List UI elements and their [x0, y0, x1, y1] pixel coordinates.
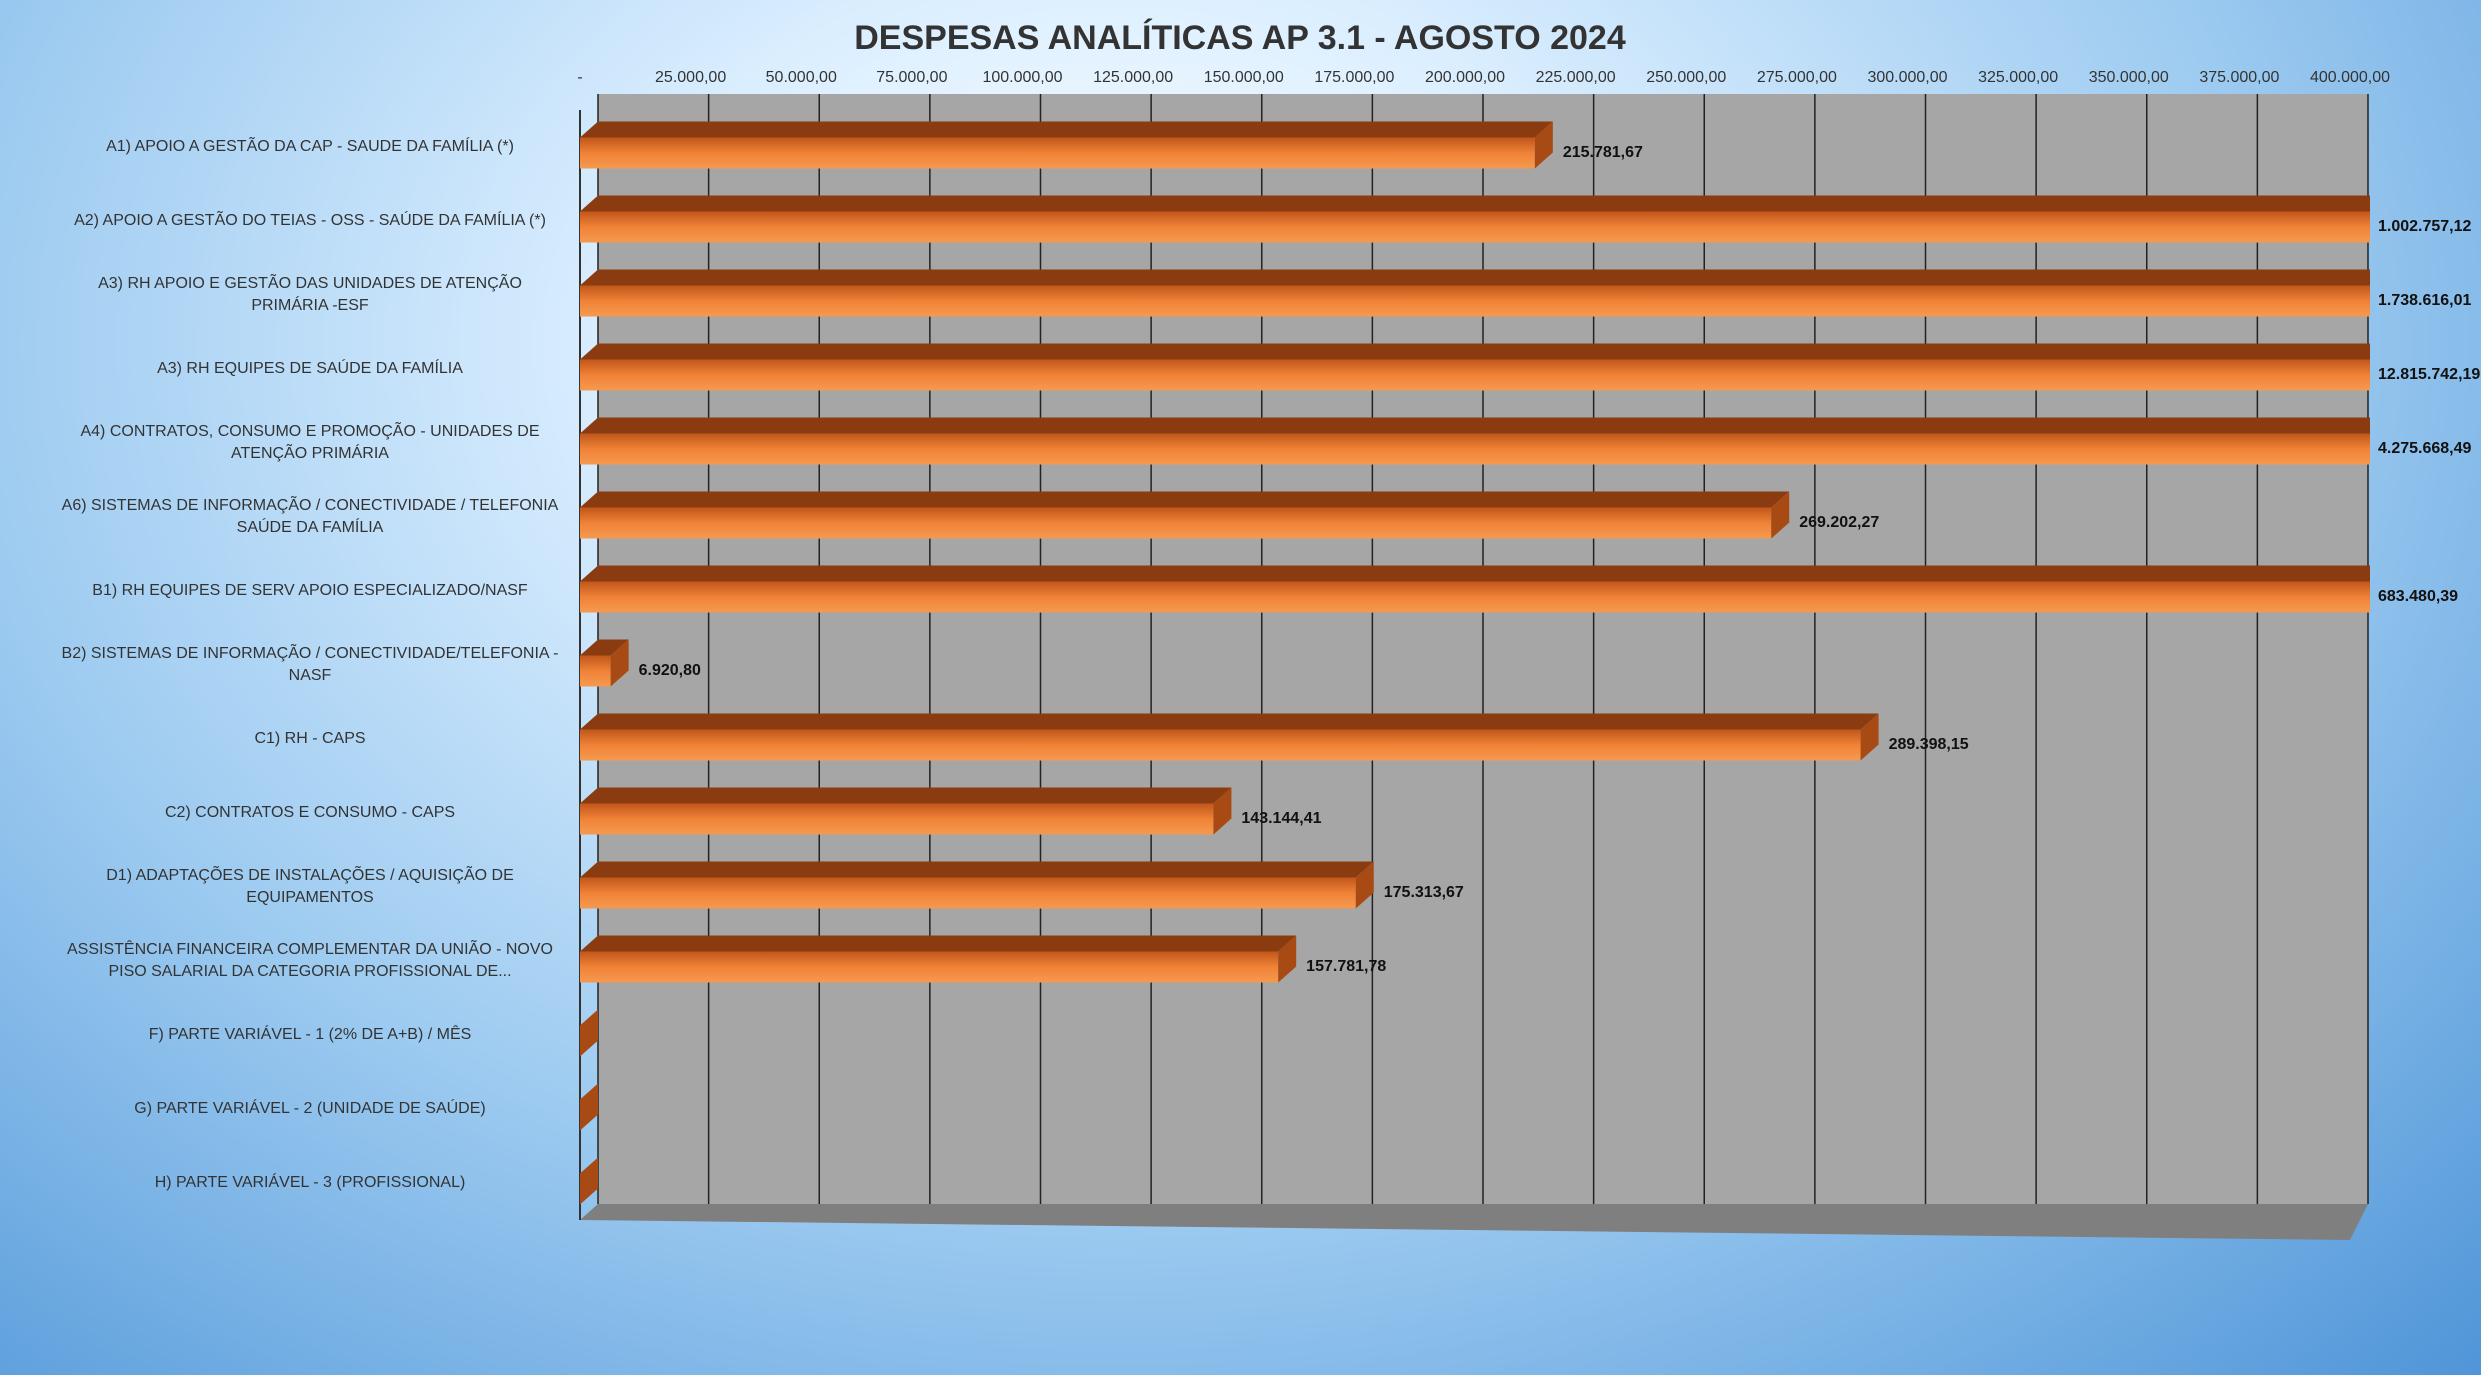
bars [580, 121, 2370, 1205]
x-tick-label: 75.000,00 [876, 69, 947, 86]
bar [580, 655, 611, 687]
y-tick-label: F) PARTE VARIÁVEL - 1 (2% DE A+B) / MÊS [148, 1026, 472, 1043]
bar-top [580, 121, 1553, 138]
y-tick-label: A6) SISTEMAS DE INFORMAÇÃO / CONECTIVIDA… [61, 497, 559, 536]
x-tick-label: 100.000,00 [982, 69, 1062, 86]
y-tick-label: B2) SISTEMAS DE INFORMAÇÃO / CONECTIVIDA… [61, 645, 559, 684]
x-tick-label: 225.000,00 [1536, 69, 1616, 86]
plot-area [579, 94, 2369, 1240]
data-label: 6.920,80 [639, 662, 701, 679]
x-tick-label: 25.000,00 [655, 69, 726, 86]
x-tick-label: 400.000,00 [2310, 69, 2390, 86]
x-tick-label: 150.000,00 [1204, 69, 1284, 86]
bar-end [1213, 787, 1232, 835]
y-tick-label: G) PARTE VARIÁVEL - 2 (UNIDADE DE SAÚDE) [134, 1100, 486, 1117]
bar-top [580, 639, 629, 656]
chart-title: DESPESAS ANALÍTICAS AP 3.1 - AGOSTO 2024 [854, 19, 1626, 57]
bar [580, 507, 1772, 539]
y-tick-label: B1) RH EQUIPES DE SERV APOIO ESPECIALIZA… [92, 582, 528, 599]
y-tick-label: C2) CONTRATOS E CONSUMO - CAPS [164, 804, 456, 821]
bar-end [580, 1157, 598, 1205]
bar-top [580, 787, 1232, 804]
plot-floor [580, 1204, 2368, 1240]
bar-end [1771, 491, 1790, 539]
y-tick-label: C1) RH - CAPS [254, 730, 366, 747]
y-tick-label: A4) CONTRATOS, CONSUMO E PROMOÇÃO - UNID… [80, 423, 540, 462]
x-tick-label: 325.000,00 [1978, 69, 2058, 86]
bar [580, 951, 1279, 983]
bar-end [1534, 121, 1553, 169]
data-label: 215.781,67 [1563, 144, 1643, 161]
y-tick-label: A2) APOIO A GESTÃO DO TEIAS - OSS - SAÚD… [74, 212, 546, 229]
bar-top [580, 343, 2370, 360]
x-tick-label: 375.000,00 [2199, 69, 2279, 86]
x-tick-label: 275.000,00 [1757, 69, 1837, 86]
x-tick-label: 125.000,00 [1093, 69, 1173, 86]
y-tick-label: H) PARTE VARIÁVEL - 3 (PROFISSIONAL) [154, 1174, 466, 1191]
bar-end [610, 639, 629, 687]
bar-top [580, 713, 1879, 730]
bar-end [1355, 861, 1374, 909]
bar [580, 433, 2370, 465]
bar-end [580, 1083, 598, 1131]
bar-top [580, 195, 2370, 212]
bar [580, 877, 1356, 909]
data-label: 175.313,67 [1384, 884, 1464, 901]
bar [580, 729, 1861, 761]
data-label: 683.480,39 [2378, 588, 2458, 605]
data-label: 1.738.616,01 [2378, 292, 2472, 309]
x-tick-label: 300.000,00 [1867, 69, 1947, 86]
bar-top [580, 565, 2370, 582]
labels: - 25.000,00 50.000,00 75.000,00 100.000,00 12… [577, 69, 2480, 975]
y-tick-label: A3) RH EQUIPES DE SAÚDE DA FAMÍLIA [157, 360, 463, 377]
bar-top [580, 861, 1374, 878]
bar-top [580, 417, 2370, 434]
y-tick-label: A3) RH APOIO E GESTÃO DAS UNIDADES DE AT… [98, 275, 522, 314]
bar [580, 803, 1214, 835]
y-tick-label: ASSISTÊNCIA FINANCEIRA COMPLEMENTAR DA U… [66, 941, 553, 980]
y-tick-label: D1) ADAPTAÇÕES DE INSTALAÇÕES / AQUISIÇÃ… [106, 867, 514, 906]
bar [580, 137, 1535, 169]
data-label: 4.275.668,49 [2378, 440, 2472, 457]
data-label: 12.815.742,19 [2378, 366, 2480, 383]
data-label: 269.202,27 [1799, 514, 1879, 531]
bar-end [1860, 713, 1879, 761]
x-tick-label: - [577, 69, 582, 86]
bar [580, 285, 2370, 317]
x-tick-label: 350.000,00 [2089, 69, 2169, 86]
x-tick-label: 50.000,00 [766, 69, 837, 86]
x-tick-label: 175.000,00 [1314, 69, 1394, 86]
x-tick-label: 200.000,00 [1425, 69, 1505, 86]
bar-top [580, 269, 2370, 286]
data-label: 1.002.757,12 [2378, 218, 2472, 235]
data-label: 157.781,78 [1306, 958, 1386, 975]
y-tick-label: A1) APOIO A GESTÃO DA CAP - SAUDE DA FAM… [106, 138, 514, 155]
bar [580, 359, 2370, 391]
data-label: 289.398,15 [1889, 736, 1969, 753]
bar-end [580, 1009, 598, 1057]
x-tick-label: 250.000,00 [1646, 69, 1726, 86]
data-label: 143.144,41 [1241, 810, 1321, 827]
bar-end [1278, 935, 1297, 983]
bar-top [580, 491, 1790, 508]
bar-top [580, 935, 1297, 952]
bar [580, 581, 2370, 613]
bar [580, 211, 2370, 243]
